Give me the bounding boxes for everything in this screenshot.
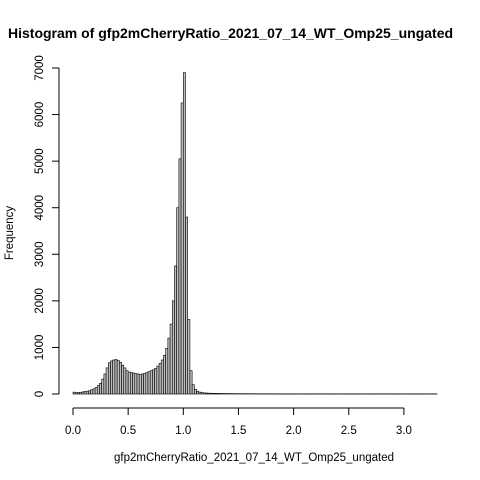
histogram-bar (174, 265, 177, 395)
y-tick-label: 1000 (34, 335, 46, 361)
histogram-bar (103, 373, 107, 395)
histogram-bar (154, 368, 158, 395)
histogram-bar (72, 391, 76, 395)
histogram-bar (141, 373, 144, 395)
histogram-bar (160, 359, 164, 395)
histogram-bar (152, 369, 155, 395)
y-axis-ticks: 0 1000 2000 3000 4000 5000 6000 7000 (34, 55, 59, 397)
histogram-bar (180, 102, 184, 395)
histogram-bar (178, 158, 182, 395)
y-axis-label: Frequency (4, 206, 16, 261)
histogram-bar (218, 393, 222, 395)
histogram-bar (85, 390, 89, 395)
histogram-bars (72, 72, 438, 395)
histogram-bar (110, 360, 114, 395)
x-tick-label: 2.0 (286, 425, 302, 437)
histogram-bar (96, 385, 100, 395)
y-tick-label: 7000 (34, 55, 46, 81)
histogram-bar (94, 387, 98, 395)
histogram-bar (81, 391, 85, 395)
histogram-bar (132, 372, 136, 395)
y-tick-label: 5000 (34, 148, 46, 174)
histogram-bar (145, 372, 149, 395)
histogram-bar (165, 348, 169, 395)
x-tick-label: 0.5 (120, 425, 136, 437)
histogram-bar (167, 337, 171, 395)
chart-title: Histogram of gfp2mCherryRatio_2021_07_14… (8, 25, 453, 41)
histogram-bar (169, 323, 173, 395)
x-tick-label: 2.5 (341, 425, 357, 437)
x-tick-label: 3.0 (396, 425, 412, 437)
histogram-bar (202, 392, 206, 395)
histogram-bar (114, 359, 118, 395)
histogram-bar (213, 393, 217, 395)
y-tick-label: 0 (34, 391, 46, 397)
y-tick-label: 3000 (34, 241, 46, 267)
y-tick-label: 2000 (34, 288, 46, 314)
histogram-bar (147, 371, 151, 395)
histogram-bar (77, 392, 80, 395)
histogram-bar (116, 360, 120, 395)
histogram-bar (92, 388, 96, 395)
histogram-bar (196, 390, 200, 395)
histogram-bar (198, 391, 202, 395)
x-tick-label: 1.5 (230, 425, 246, 437)
y-tick-label: 4000 (34, 195, 46, 221)
histogram-bar (216, 393, 219, 395)
histogram-bar (88, 390, 91, 395)
histogram-bar (99, 382, 102, 395)
histogram-bar (127, 371, 131, 395)
histogram-bar (209, 392, 213, 395)
histogram-bar (205, 392, 208, 395)
histogram-bar (158, 362, 162, 395)
histogram-bar (194, 389, 197, 395)
histogram-bar (134, 373, 138, 395)
histogram-bar (183, 72, 186, 395)
histogram-bar (125, 370, 129, 395)
x-tick-label: 1.0 (175, 425, 191, 437)
histogram-bar (123, 367, 127, 395)
histogram-bar (163, 355, 166, 395)
histogram-bar (171, 300, 175, 395)
histogram-bar (176, 207, 180, 395)
histogram-bar (90, 389, 94, 395)
histogram-bar (107, 362, 111, 395)
histogram-bar (130, 372, 133, 395)
x-tick-label: 0.0 (65, 425, 81, 437)
histogram-bar (74, 392, 78, 395)
histogram-bar (136, 373, 140, 395)
y-tick-label: 6000 (34, 102, 46, 128)
histogram-bar (207, 392, 211, 395)
histogram-bar (187, 319, 191, 395)
histogram-bar (200, 392, 204, 395)
histogram-bar (105, 367, 109, 395)
histogram-bar (119, 362, 122, 395)
histogram-bar (211, 393, 215, 395)
histogram-bar (101, 378, 105, 395)
histogram-bar (121, 364, 125, 395)
histogram-bar (149, 370, 153, 395)
histogram-bar (112, 359, 116, 395)
x-axis-ticks: 0.0 0.5 1.0 1.5 2.0 2.5 3.0 (65, 408, 412, 437)
histogram-bar (83, 391, 87, 395)
x-axis-label: gfp2mCherryRatio_2021_07_14_WT_Omp25_ung… (114, 452, 394, 464)
histogram-bar (143, 373, 147, 395)
histogram-bar (191, 384, 195, 395)
histogram-bar (79, 392, 83, 395)
histogram-bar (185, 216, 189, 395)
histogram-bar (138, 374, 142, 395)
histogram-bar (189, 370, 193, 395)
histogram-bar (156, 365, 160, 395)
